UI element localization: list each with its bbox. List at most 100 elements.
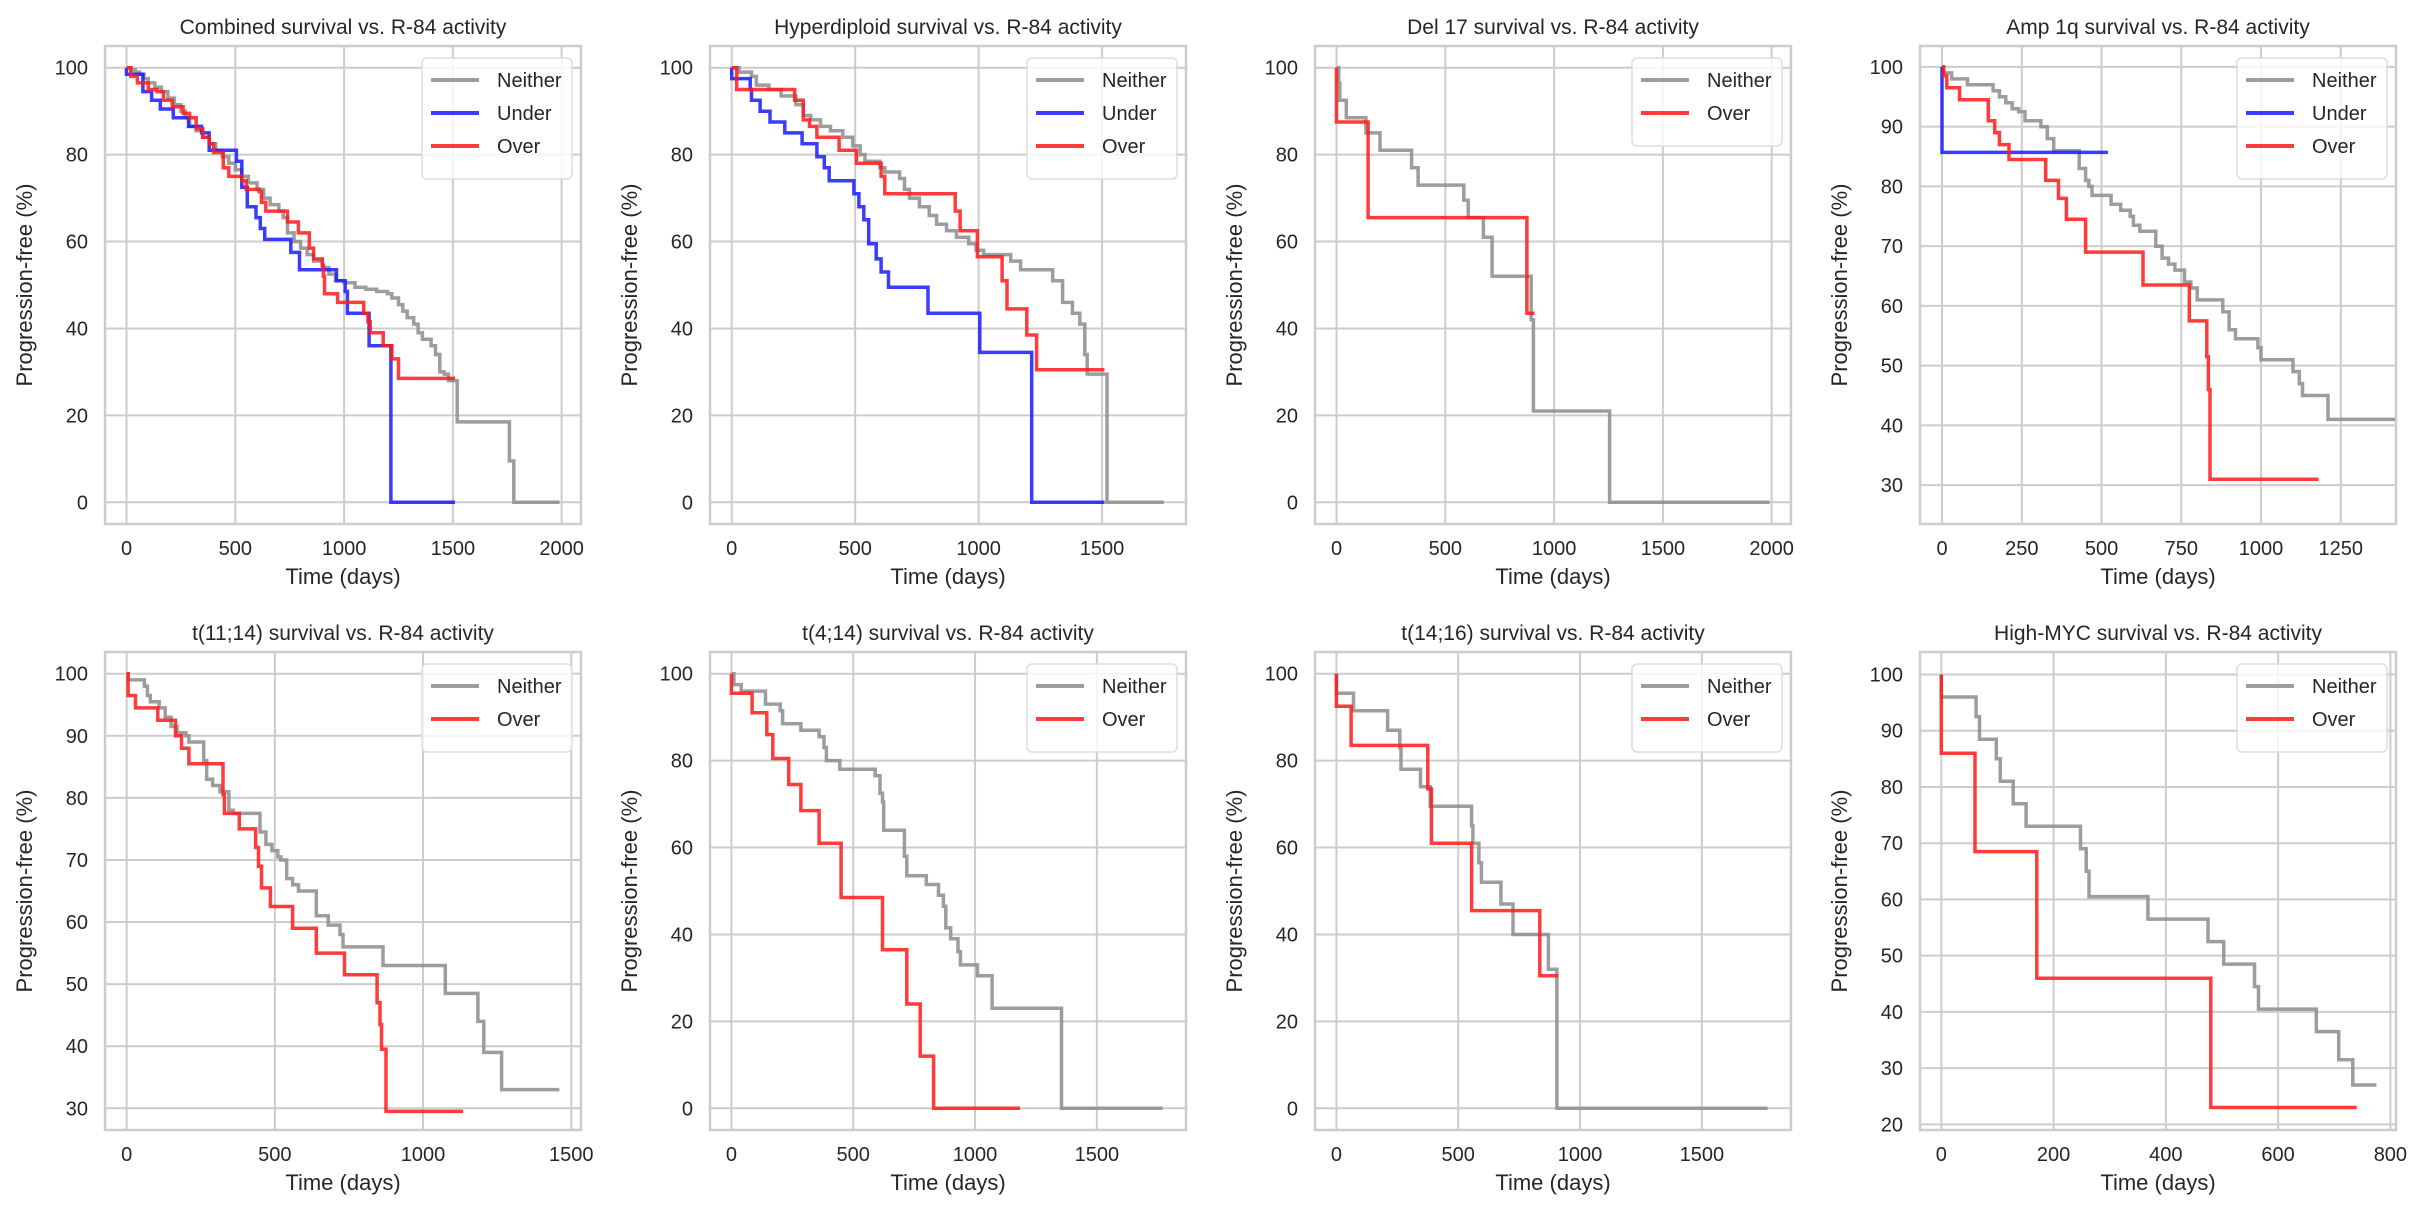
y-tick-label: 80	[671, 145, 693, 167]
series-line-over	[126, 671, 463, 1114]
y-tick-label: 40	[1276, 318, 1298, 340]
x-tick-label: 0	[1331, 1144, 1342, 1166]
y-axis-label: Progression-free (%)	[617, 790, 642, 993]
y-tick-label: 100	[1265, 58, 1298, 80]
x-tick-label: 400	[2149, 1144, 2182, 1166]
series-line-under	[124, 67, 455, 505]
legend: Neither Under Over	[421, 57, 573, 180]
axes-frame	[1918, 650, 2398, 1132]
y-tick-label: 20	[66, 405, 88, 427]
y-tick-label: 70	[1881, 833, 1903, 855]
legend-label: Neither	[1102, 70, 1167, 92]
x-tick-label: 0	[726, 538, 737, 560]
y-tick-label: 60	[1276, 232, 1298, 254]
y-tick-label: 80	[66, 145, 88, 167]
x-tick-label: 500	[1442, 1144, 1475, 1166]
x-tick-label: 500	[258, 1144, 291, 1166]
legend-label: Neither	[2312, 70, 2377, 92]
subplot-title: t(4;14) survival vs. R-84 activity	[802, 622, 1094, 645]
y-tick-label: 70	[66, 850, 88, 872]
legend-label: Neither	[1707, 70, 1772, 92]
y-tick-label: 90	[1881, 721, 1903, 743]
x-axis-label: Time (days)	[2100, 1170, 2215, 1195]
y-tick-label: 30	[66, 1098, 88, 1120]
legend-label: Neither	[497, 70, 562, 92]
y-tick-label: 30	[1881, 475, 1903, 497]
x-tick-label: 1250	[2319, 538, 2364, 560]
legend-label: Under	[497, 103, 552, 125]
y-tick-label: 0	[1287, 492, 1298, 514]
y-axis-label: Progression-free (%)	[12, 184, 37, 387]
x-tick-label: 1000	[322, 538, 367, 560]
y-tick-label: 30	[1881, 1058, 1903, 1080]
x-axis-label: Time (days)	[285, 564, 400, 589]
subplot-title: Del 17 survival vs. R-84 activity	[1407, 16, 1699, 39]
y-tick-label: 60	[1881, 296, 1903, 318]
series-line-under	[1940, 66, 2108, 155]
y-tick-label: 50	[66, 974, 88, 996]
x-axis-label: Time (days)	[285, 1170, 400, 1195]
x-tick-label: 0	[121, 538, 132, 560]
legend: Neither Over	[1631, 57, 1783, 147]
axes-frame	[708, 650, 1188, 1132]
x-tick-label: 600	[2261, 1144, 2294, 1166]
series-line-neither	[126, 65, 560, 505]
legend-label: Over	[1102, 709, 1146, 731]
subplot-4: Amp 1q survival vs. R-84 activity 0 250 500…	[1827, 16, 2398, 589]
x-axis-label: Time (days)	[890, 1170, 1005, 1195]
series-line-over	[1941, 65, 2319, 481]
legend-box	[421, 57, 573, 180]
axes-frame	[103, 650, 583, 1132]
x-tick-label: 800	[2374, 1144, 2407, 1166]
x-tick-label: 500	[219, 538, 252, 560]
y-tick-label: 100	[660, 58, 693, 80]
legend-label: Neither	[497, 676, 562, 698]
legend-label: Under	[1102, 103, 1157, 125]
y-tick-label: 60	[66, 232, 88, 254]
x-tick-label: 500	[837, 1144, 870, 1166]
y-tick-label: 40	[66, 1036, 88, 1058]
x-tick-label: 500	[838, 538, 871, 560]
x-tick-label: 0	[1331, 538, 1342, 560]
x-tick-label: 2000	[539, 538, 584, 560]
axes-frame	[708, 44, 1188, 526]
series-line-neither	[1941, 65, 2395, 422]
subplot-title: t(11;14) survival vs. R-84 activity	[192, 622, 494, 645]
x-tick-label: 500	[2085, 538, 2118, 560]
y-axis-label: Progression-free (%)	[1827, 184, 1852, 387]
legend: Neither Over	[421, 663, 573, 753]
x-tick-label: 0	[726, 1144, 737, 1166]
y-tick-label: 90	[66, 726, 88, 748]
y-tick-label: 60	[1881, 889, 1903, 911]
y-tick-label: 60	[66, 912, 88, 934]
x-tick-label: 1000	[953, 1144, 998, 1166]
y-tick-label: 100	[1870, 664, 1903, 686]
y-tick-label: 100	[55, 58, 88, 80]
x-tick-label: 250	[2005, 538, 2038, 560]
x-tick-label: 500	[1429, 538, 1462, 560]
y-tick-label: 20	[671, 1011, 693, 1033]
y-axis-label: Progression-free (%)	[617, 184, 642, 387]
subplot-title: t(14;16) survival vs. R-84 activity	[1401, 622, 1705, 645]
subplot-1: Combined survival vs. R-84 activity 0 500 1…	[12, 16, 584, 589]
series-line-over	[126, 65, 455, 381]
legend: Neither Under Over	[2236, 57, 2388, 180]
x-tick-label: 1500	[431, 538, 476, 560]
y-tick-label: 80	[1276, 751, 1298, 773]
series-line-under	[729, 67, 1105, 505]
y-tick-label: 100	[1265, 664, 1298, 686]
x-tick-label: 200	[2037, 1144, 2070, 1166]
x-tick-label: 1000	[401, 1144, 446, 1166]
series-line-over	[1334, 67, 1535, 315]
subplot-5: t(11;14) survival vs. R-84 activity 0 500 1…	[12, 622, 593, 1195]
grid	[710, 46, 1186, 524]
subplot-8: High-MYC survival vs. R-84 activity 0 200 4…	[1827, 622, 2407, 1195]
legend-label: Neither	[2312, 676, 2377, 698]
series-line-neither	[126, 671, 560, 1092]
x-tick-label: 1000	[2239, 538, 2284, 560]
y-tick-label: 20	[1276, 405, 1298, 427]
x-tick-label: 750	[2165, 538, 2198, 560]
y-tick-label: 90	[1881, 117, 1903, 139]
legend-box	[2236, 57, 2388, 180]
y-axis-label: Progression-free (%)	[1222, 790, 1247, 993]
